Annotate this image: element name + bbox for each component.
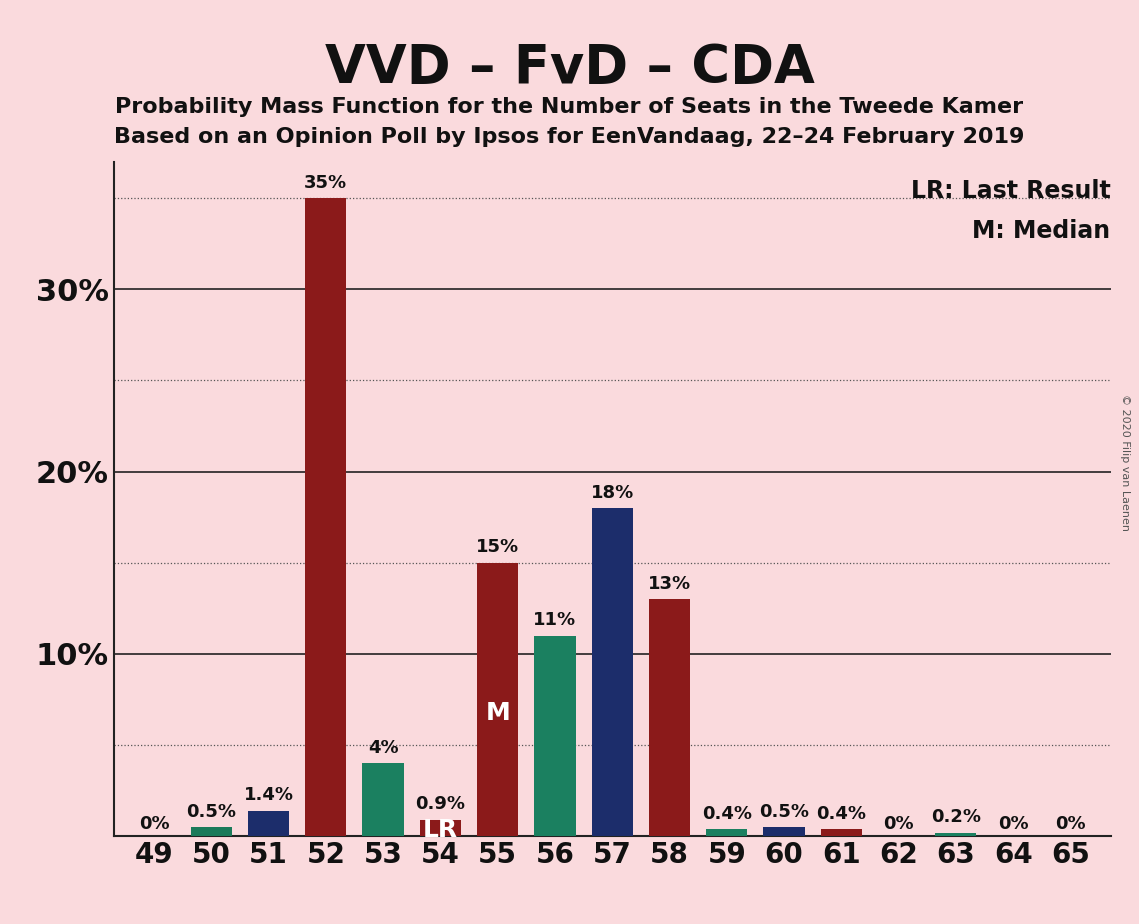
Text: 15%: 15% bbox=[476, 539, 519, 556]
Text: 13%: 13% bbox=[648, 575, 691, 593]
Bar bbox=[305, 198, 346, 836]
Bar bbox=[420, 820, 461, 836]
Text: 0%: 0% bbox=[998, 815, 1029, 833]
Bar bbox=[534, 636, 575, 836]
Text: M: M bbox=[485, 701, 510, 725]
Text: 0.9%: 0.9% bbox=[416, 796, 466, 813]
Text: Probability Mass Function for the Number of Seats in the Tweede Kamer: Probability Mass Function for the Number… bbox=[115, 97, 1024, 117]
Text: 4%: 4% bbox=[368, 739, 399, 757]
Text: © 2020 Filip van Laenen: © 2020 Filip van Laenen bbox=[1120, 394, 1130, 530]
Text: 0.4%: 0.4% bbox=[817, 805, 867, 822]
Text: 35%: 35% bbox=[304, 174, 347, 192]
Text: Based on an Opinion Poll by Ipsos for EenVandaag, 22–24 February 2019: Based on an Opinion Poll by Ipsos for Ee… bbox=[114, 127, 1025, 147]
Text: LR: Last Result: LR: Last Result bbox=[911, 178, 1111, 202]
Text: 0%: 0% bbox=[883, 815, 913, 833]
Text: 1.4%: 1.4% bbox=[244, 786, 294, 804]
Text: 0.5%: 0.5% bbox=[759, 803, 809, 821]
Text: 11%: 11% bbox=[533, 612, 576, 629]
Text: VVD – FvD – CDA: VVD – FvD – CDA bbox=[325, 42, 814, 93]
Bar bbox=[649, 600, 690, 836]
Text: 18%: 18% bbox=[591, 483, 633, 502]
Bar bbox=[821, 829, 862, 836]
Text: 0.5%: 0.5% bbox=[187, 803, 236, 821]
Text: LR: LR bbox=[423, 819, 458, 843]
Bar bbox=[935, 833, 976, 836]
Text: M: Median: M: Median bbox=[973, 219, 1111, 243]
Text: 0.2%: 0.2% bbox=[931, 808, 981, 826]
Bar bbox=[190, 827, 232, 836]
Bar bbox=[477, 563, 518, 836]
Text: 0%: 0% bbox=[1055, 815, 1085, 833]
Text: 0%: 0% bbox=[139, 815, 170, 833]
Bar bbox=[248, 810, 289, 836]
Bar bbox=[362, 763, 403, 836]
Bar bbox=[763, 827, 804, 836]
Bar bbox=[706, 829, 747, 836]
Text: 0.4%: 0.4% bbox=[702, 805, 752, 822]
Bar bbox=[591, 508, 633, 836]
